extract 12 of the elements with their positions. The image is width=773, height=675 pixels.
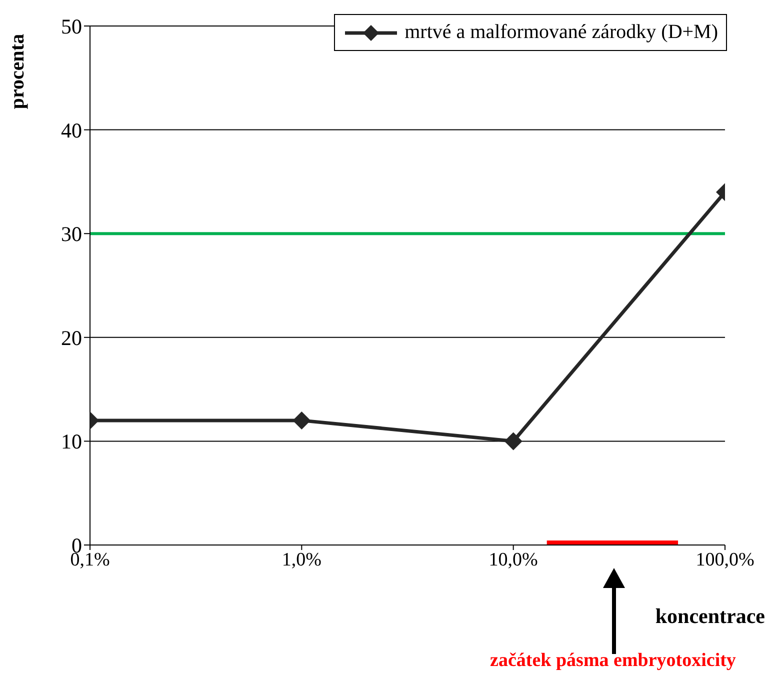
y-tick-label: 20 bbox=[61, 326, 82, 350]
y-tick-label: 10 bbox=[61, 430, 82, 454]
y-axis-title: procenta bbox=[6, 32, 30, 112]
text: začátek pásma embryotoxicity bbox=[489, 650, 737, 672]
x-axis-title: koncentrace bbox=[655, 604, 765, 629]
y-tick-label: 40 bbox=[61, 118, 82, 142]
y-tick-label: 30 bbox=[61, 222, 82, 246]
x-tick-label: 100,0% bbox=[696, 549, 754, 570]
legend-label: mrtvé a malformované zárodky (D+M) bbox=[404, 21, 718, 44]
y-tick-label: 50 bbox=[61, 14, 82, 38]
x-tick-label: 1,0% bbox=[282, 549, 322, 570]
x-tick-label: 10,0% bbox=[488, 549, 538, 570]
